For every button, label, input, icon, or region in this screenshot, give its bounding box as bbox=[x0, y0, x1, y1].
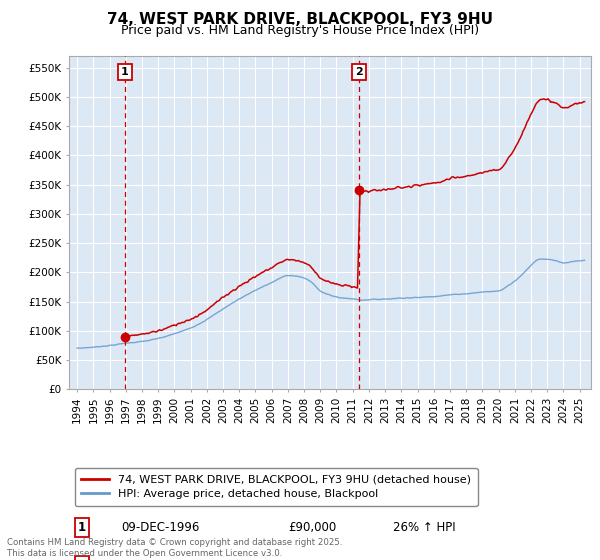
Text: 74, WEST PARK DRIVE, BLACKPOOL, FY3 9HU: 74, WEST PARK DRIVE, BLACKPOOL, FY3 9HU bbox=[107, 12, 493, 27]
Text: 26% ↑ HPI: 26% ↑ HPI bbox=[392, 521, 455, 534]
Legend: 74, WEST PARK DRIVE, BLACKPOOL, FY3 9HU (detached house), HPI: Average price, de: 74, WEST PARK DRIVE, BLACKPOOL, FY3 9HU … bbox=[74, 468, 478, 506]
Text: Price paid vs. HM Land Registry's House Price Index (HPI): Price paid vs. HM Land Registry's House … bbox=[121, 24, 479, 37]
Text: Contains HM Land Registry data © Crown copyright and database right 2025.
This d: Contains HM Land Registry data © Crown c… bbox=[7, 538, 343, 558]
Text: 1: 1 bbox=[121, 67, 128, 77]
Text: 2: 2 bbox=[355, 67, 363, 77]
Text: £340,000: £340,000 bbox=[288, 559, 344, 560]
Text: £90,000: £90,000 bbox=[288, 521, 337, 534]
Text: 27-MAY-2011: 27-MAY-2011 bbox=[121, 559, 198, 560]
Text: 09-DEC-1996: 09-DEC-1996 bbox=[121, 521, 200, 534]
Text: 1: 1 bbox=[78, 521, 86, 534]
Text: 2: 2 bbox=[78, 559, 86, 560]
Text: 112% ↑ HPI: 112% ↑ HPI bbox=[392, 559, 463, 560]
